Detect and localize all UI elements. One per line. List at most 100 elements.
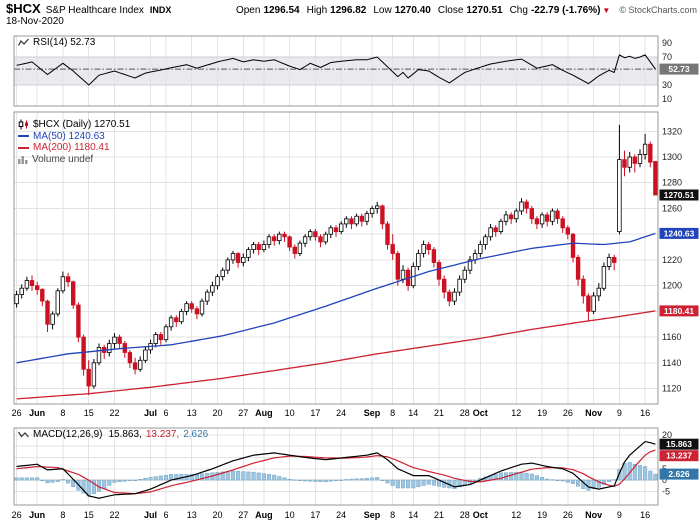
ma50-legend-row: MA(50) 1240.63 <box>18 131 130 143</box>
svg-text:Aug: Aug <box>255 408 273 418</box>
ma200-legend-label: MA(200) 1180.41 <box>33 142 110 153</box>
svg-text:90: 90 <box>662 38 672 48</box>
high-label: High <box>306 5 328 16</box>
svg-text:20: 20 <box>212 408 222 418</box>
close-label: Close <box>437 5 464 16</box>
svg-text:19: 19 <box>537 408 547 418</box>
svg-text:Oct: Oct <box>473 510 488 520</box>
svg-text:Jun: Jun <box>29 408 45 418</box>
svg-text:20: 20 <box>662 430 672 440</box>
macd-value: 15.863, <box>108 429 142 440</box>
svg-text:Jul: Jul <box>144 510 157 520</box>
svg-text:10: 10 <box>662 94 672 104</box>
ma50-legend-label: MA(50) 1240.63 <box>33 130 105 142</box>
svg-text:9: 9 <box>617 510 622 520</box>
svg-text:6: 6 <box>163 510 168 520</box>
svg-text:19: 19 <box>537 510 547 520</box>
svg-text:8: 8 <box>390 408 395 418</box>
svg-text:28: 28 <box>460 510 470 520</box>
svg-text:14: 14 <box>408 408 418 418</box>
svg-text:Sep: Sep <box>364 408 381 418</box>
svg-text:0: 0 <box>662 475 667 485</box>
svg-text:12: 12 <box>511 510 521 520</box>
svg-text:22: 22 <box>109 510 119 520</box>
ma50-line <box>16 232 656 364</box>
svg-text:Nov: Nov <box>585 510 602 520</box>
candlestick-icon <box>18 119 28 130</box>
macd-legend-icon <box>18 431 29 438</box>
svg-text:27: 27 <box>238 510 248 520</box>
macd-legend-name: MACD(12,26,9) <box>33 429 103 440</box>
svg-text:1320: 1320 <box>662 126 682 136</box>
price-legend-row: $HCX (Daily) 1270.51 <box>18 119 130 131</box>
panel-borders <box>13 35 659 506</box>
macd-signal-line <box>16 449 656 495</box>
svg-text:17: 17 <box>310 510 320 520</box>
rsi-series <box>14 54 658 86</box>
svg-text:13: 13 <box>187 510 197 520</box>
macd-hist-value: 2.626 <box>183 429 209 440</box>
main-legend: $HCX (Daily) 1270.51 MA(50) 1240.63 MA(2… <box>18 119 130 165</box>
rsi-line <box>16 54 656 86</box>
chart-date: 18-Nov-2020 <box>6 16 64 27</box>
svg-text:52.73: 52.73 <box>668 64 690 74</box>
svg-text:10: 10 <box>285 408 295 418</box>
svg-text:13.237: 13.237 <box>666 451 692 461</box>
svg-text:Sep: Sep <box>364 510 381 520</box>
svg-text:Nov: Nov <box>585 408 602 418</box>
svg-text:1280: 1280 <box>662 178 682 188</box>
low-value: 1270.40 <box>394 5 431 16</box>
ohlc-quote: Open 1296.54 High 1296.82 Low 1270.40 Close… <box>229 5 610 16</box>
svg-text:21: 21 <box>434 510 444 520</box>
exchange: INDX <box>149 5 172 15</box>
chg-value: -22.79 (-1.76%) <box>530 5 601 16</box>
index-name: S&P Healthcare Index <box>45 5 144 16</box>
gridlines <box>14 36 658 505</box>
low-label: Low <box>373 5 392 16</box>
svg-text:26: 26 <box>12 408 22 418</box>
svg-text:1140: 1140 <box>662 358 681 368</box>
svg-text:15.863: 15.863 <box>666 439 692 449</box>
open-value: 1296.54 <box>263 5 300 16</box>
svg-text:24: 24 <box>336 510 346 520</box>
volume-legend-label: Volume undef <box>32 153 94 165</box>
close-value: 1270.51 <box>466 5 503 16</box>
svg-text:1160: 1160 <box>662 332 681 342</box>
svg-text:6: 6 <box>163 408 168 418</box>
svg-text:12: 12 <box>511 408 521 418</box>
svg-text:1120: 1120 <box>662 384 681 394</box>
volume-legend-row: Volume undef <box>18 154 130 166</box>
svg-text:26: 26 <box>563 408 573 418</box>
svg-text:8: 8 <box>390 510 395 520</box>
svg-text:8: 8 <box>60 510 65 520</box>
svg-text:21: 21 <box>434 408 444 418</box>
svg-text:70: 70 <box>662 52 672 62</box>
svg-text:10: 10 <box>285 510 295 520</box>
price-legend-label: $HCX (Daily) 1270.51 <box>33 119 131 130</box>
svg-text:26: 26 <box>12 510 22 520</box>
price-series <box>14 124 658 400</box>
svg-text:27: 27 <box>238 408 248 418</box>
svg-text:13: 13 <box>187 408 197 418</box>
svg-text:30: 30 <box>662 80 672 90</box>
chg-down-arrow-icon: ▼ <box>602 6 611 15</box>
svg-text:15: 15 <box>84 510 94 520</box>
macd-signal-value: 13.237, <box>145 429 180 440</box>
svg-text:1200: 1200 <box>662 281 682 291</box>
ma200-swatch-icon <box>18 146 29 149</box>
svg-text:28: 28 <box>460 408 470 418</box>
svg-text:16: 16 <box>640 510 650 520</box>
macd-series <box>14 440 658 499</box>
rsi-band <box>14 57 658 85</box>
rsi-legend: RSI(14) 52.73 <box>18 37 95 49</box>
svg-text:1300: 1300 <box>662 152 682 162</box>
ma50-swatch-icon <box>18 135 29 138</box>
copyright: © StockCharts.com <box>619 5 697 15</box>
macd-legend: MACD(12,26,9) 15.863, 13.237, 2.626 <box>18 429 208 441</box>
svg-text:9: 9 <box>617 408 622 418</box>
svg-text:8: 8 <box>60 408 65 418</box>
rsi-legend-label: RSI(14) 52.73 <box>33 37 96 48</box>
svg-text:Aug: Aug <box>255 510 273 520</box>
svg-text:Jul: Jul <box>144 408 157 418</box>
